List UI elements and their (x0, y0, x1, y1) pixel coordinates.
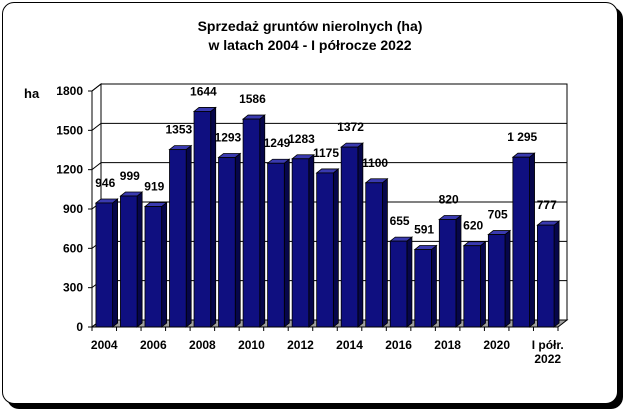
data-label: 1175 (313, 146, 339, 160)
data-label: 1283 (288, 132, 315, 146)
bar (267, 162, 285, 328)
data-label: 655 (390, 214, 410, 228)
bar (438, 219, 457, 328)
data-label: 1293 (215, 130, 242, 144)
data-label: 705 (488, 208, 508, 222)
x-tick-label: 2018 (434, 338, 461, 352)
bar-side (332, 168, 339, 328)
x-tick-label: 2020 (483, 338, 510, 352)
y-axis-label: ha (24, 86, 40, 101)
y-tick-label: 1200 (56, 163, 83, 177)
data-label: 1644 (190, 84, 217, 98)
bar (487, 234, 506, 328)
bar-side (553, 220, 560, 328)
bar-side (381, 177, 388, 328)
chart-title-line-1: Sprzedaż gruntów nierolnych (ha) (197, 18, 423, 34)
bar (242, 118, 261, 328)
x-tick-label: I półr. (532, 338, 564, 352)
y-tick-label: 0 (76, 320, 83, 334)
x-tick-label: 2006 (140, 338, 167, 352)
chart-title: Sprzedaż gruntów nierolnych (ha) w latac… (3, 17, 617, 55)
x-tick-label: 2004 (91, 338, 118, 352)
x-tick-label: 2010 (238, 338, 265, 352)
bar-side (234, 152, 241, 328)
bar (414, 249, 432, 328)
bar (365, 182, 383, 328)
bar-side (308, 153, 315, 328)
bar-side (357, 142, 364, 328)
bar (144, 206, 163, 328)
x-tick-label: 2022 (534, 352, 561, 366)
gridline (91, 83, 567, 92)
data-label: 591 (414, 223, 434, 237)
bar-side (136, 191, 143, 328)
y-tick-label: 600 (63, 241, 83, 255)
bar (120, 195, 138, 328)
bar-side (455, 214, 462, 328)
bar (218, 157, 236, 328)
x-tick-label: 2008 (189, 338, 216, 352)
bar (169, 149, 187, 328)
bar (193, 111, 212, 328)
bar (316, 172, 334, 328)
bar-side (431, 244, 437, 328)
data-label: 1353 (165, 123, 192, 137)
bar (95, 202, 114, 328)
y-tick-label: 1500 (56, 123, 83, 137)
data-label: 1100 (362, 156, 388, 170)
bar-side (185, 144, 192, 328)
gridline (91, 122, 567, 131)
data-label: 1249 (264, 136, 291, 150)
bar (291, 158, 310, 328)
data-label: 1586 (239, 92, 266, 106)
x-tick-label: 2016 (385, 338, 412, 352)
bar (340, 146, 359, 328)
data-label: 820 (439, 192, 459, 206)
data-label: 777 (537, 198, 557, 212)
data-label: 1 295 (507, 130, 537, 144)
bar-side (283, 158, 290, 328)
bar (463, 245, 481, 328)
bar (389, 240, 408, 328)
x-tick-label: 2014 (336, 338, 363, 352)
chart-title-line-2: w latach 2004 - I półrocze 2022 (208, 37, 412, 53)
x-tick-label: 2012 (287, 338, 314, 352)
bar-side (504, 229, 511, 328)
gridline (91, 162, 567, 171)
bar-side (529, 152, 535, 328)
y-tick-label: 900 (63, 202, 83, 216)
data-label: 1372 (337, 120, 364, 134)
y-tick-label: 300 (63, 281, 83, 295)
bar-side (161, 201, 168, 328)
bar-side (112, 198, 119, 328)
data-label: 620 (463, 219, 483, 233)
y-tick-label: 1800 (56, 84, 83, 98)
bar (512, 156, 530, 328)
bar (536, 224, 555, 328)
data-label: 946 (95, 176, 115, 190)
data-label: 999 (120, 169, 140, 183)
bar-side (480, 240, 486, 328)
bar-side (406, 236, 413, 328)
data-label: 919 (144, 180, 164, 194)
